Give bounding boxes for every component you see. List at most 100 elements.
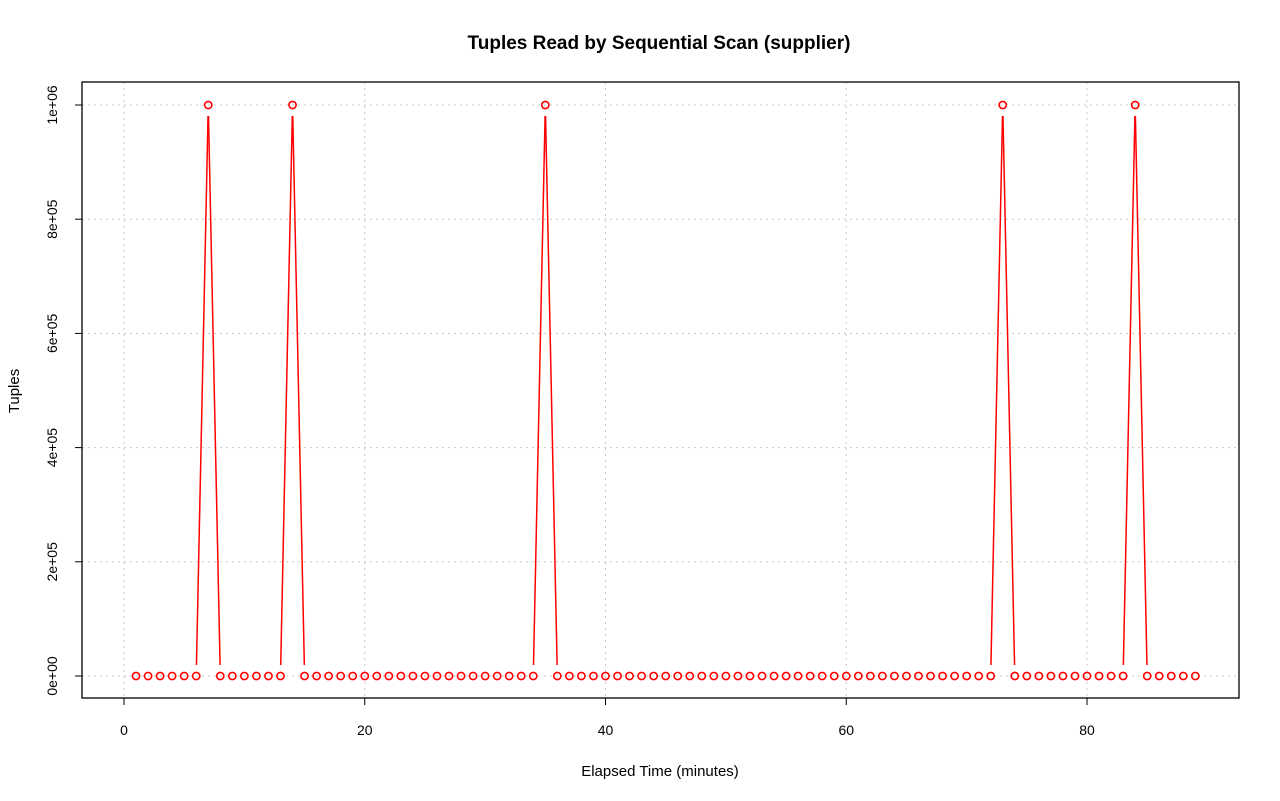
x-tick-label-4: 80: [1079, 722, 1095, 738]
data-point-83: [1130, 100, 1140, 110]
data-point-50: [733, 671, 743, 681]
series-segment-72: [1002, 115, 1016, 666]
data-point-31: [504, 671, 514, 681]
series-segment-71: [990, 115, 1004, 666]
data-point-1: [143, 671, 153, 681]
data-point-81: [1106, 671, 1116, 681]
data-point-87: [1178, 671, 1188, 681]
y-tick-label-5: 1e+06: [44, 85, 60, 125]
data-point-48: [709, 671, 719, 681]
x-tick-label-0: 0: [120, 722, 128, 738]
data-point-18: [348, 671, 358, 681]
data-point-21: [384, 671, 394, 681]
data-point-37: [577, 671, 586, 681]
data-point-47: [697, 671, 707, 681]
data-point-80: [1094, 671, 1104, 681]
x-tick-label-1: 20: [357, 722, 373, 738]
data-point-68: [950, 671, 959, 681]
data-point-52: [757, 671, 767, 681]
data-point-64: [902, 671, 911, 681]
series-segment-33: [532, 115, 546, 666]
data-point-41: [625, 671, 634, 681]
data-point-76: [1046, 671, 1056, 681]
data-point-46: [685, 671, 695, 681]
data-point-49: [721, 671, 731, 681]
data-point-78: [1070, 671, 1080, 681]
chart-title: Tuples Read by Sequential Scan (supplier…: [468, 33, 851, 54]
data-point-7: [215, 671, 225, 681]
data-point-28: [468, 671, 478, 681]
x-tick-label-2: 40: [598, 722, 614, 738]
data-point-9: [239, 671, 249, 681]
data-point-39: [601, 671, 610, 681]
data-point-8: [227, 671, 237, 681]
data-point-34: [540, 100, 550, 110]
data-point-26: [444, 671, 454, 681]
data-point-82: [1118, 671, 1128, 681]
data-point-73: [1010, 671, 1020, 681]
data-point-67: [938, 671, 947, 681]
data-point-4: [179, 671, 189, 681]
data-point-51: [745, 671, 755, 681]
series-segment-82: [1122, 115, 1136, 666]
data-point-85: [1154, 671, 1164, 681]
data-point-60: [853, 671, 863, 681]
data-series: [131, 100, 1200, 681]
data-point-75: [1034, 671, 1044, 681]
data-point-23: [408, 671, 418, 681]
data-point-59: [841, 671, 851, 681]
data-point-10: [252, 671, 261, 681]
x-tick-label-3: 60: [838, 722, 854, 738]
data-point-61: [865, 671, 875, 681]
data-point-55: [793, 671, 803, 681]
data-point-36: [564, 671, 574, 681]
data-point-56: [805, 671, 815, 681]
data-point-20: [372, 671, 382, 681]
data-point-6: [203, 100, 213, 110]
data-point-71: [986, 671, 996, 681]
data-point-29: [480, 671, 490, 681]
data-point-5: [191, 671, 201, 681]
data-point-32: [516, 671, 526, 681]
data-point-88: [1190, 671, 1200, 681]
plot-frame: [81, 81, 1240, 699]
grid-lines: [82, 82, 1239, 698]
data-point-42: [637, 671, 647, 681]
data-point-79: [1082, 671, 1092, 681]
data-point-72: [998, 100, 1008, 110]
data-point-2: [155, 671, 165, 681]
data-point-35: [552, 671, 562, 681]
data-point-14: [300, 671, 309, 681]
data-point-58: [829, 671, 839, 681]
data-point-17: [336, 671, 346, 681]
data-point-44: [661, 671, 671, 681]
y-tick-label-3: 6e+05: [44, 314, 60, 354]
series-segment-6: [207, 115, 221, 666]
data-point-53: [769, 671, 779, 681]
data-point-40: [613, 671, 622, 681]
series-line: [195, 115, 1148, 666]
data-point-45: [673, 671, 683, 681]
data-point-0: [131, 671, 141, 681]
data-point-22: [396, 671, 406, 681]
data-point-57: [817, 671, 827, 681]
data-point-33: [528, 671, 538, 681]
data-point-25: [432, 671, 442, 681]
y-axis-label: Tuples: [6, 369, 23, 413]
y-tick-label-2: 4e+05: [44, 428, 60, 468]
y-tick-label-1: 2e+05: [44, 542, 60, 582]
data-point-16: [324, 671, 334, 681]
data-point-43: [649, 671, 659, 681]
data-point-65: [914, 671, 923, 681]
data-point-66: [926, 671, 935, 681]
data-point-27: [456, 671, 466, 681]
data-point-3: [167, 671, 177, 681]
data-point-24: [420, 671, 430, 681]
series-segment-13: [292, 115, 306, 666]
data-point-69: [962, 671, 972, 681]
data-point-13: [288, 100, 297, 110]
series-segment-12: [279, 115, 294, 666]
series-segment-83: [1134, 115, 1148, 666]
y-axis: 0e+00 2e+05 4e+05 6e+05 8e+05 1e+06: [44, 85, 83, 696]
